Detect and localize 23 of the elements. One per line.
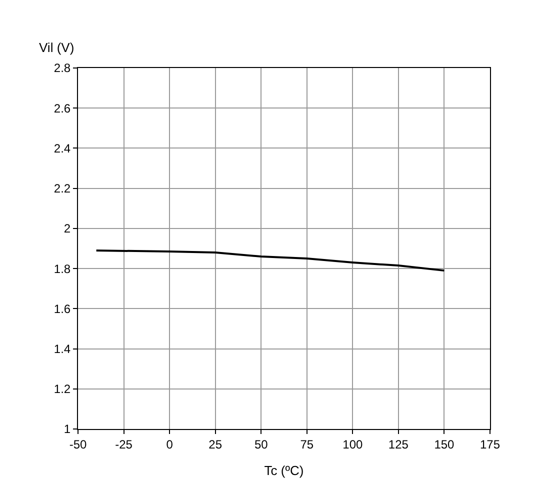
x-axis-title: Tc (ºC) [264,463,304,478]
x-tick-label: 0 [166,437,174,452]
y-tick-label: 1.6 [54,302,71,316]
line-series [95,250,446,272]
y-tick-label: 1.8 [54,262,71,276]
x-tick-label: 25 [208,437,222,452]
y-axis-title: Vil (V) [39,40,74,55]
x-tick-label: -50 [69,437,87,452]
y-tick-label: 2.2 [54,182,71,196]
x-tick-label: 50 [254,437,268,452]
y-tick-label: 1 [64,422,71,436]
y-tick-label: 2.4 [54,141,71,156]
y-tick-label: 2.8 [54,61,71,76]
x-tick-label: 125 [388,437,409,452]
y-tick-label: 2.6 [54,101,71,116]
x-tick-label: 175 [480,437,500,452]
y-tick-label: 2 [64,222,71,236]
x-tick-label: 75 [300,437,314,452]
x-tick-label: 150 [434,437,455,452]
x-tick-label: 100 [342,437,363,452]
y-tick-label: 1.2 [54,382,71,396]
x-tick-label: -25 [115,437,133,452]
y-tick-label: 1.4 [54,342,71,356]
